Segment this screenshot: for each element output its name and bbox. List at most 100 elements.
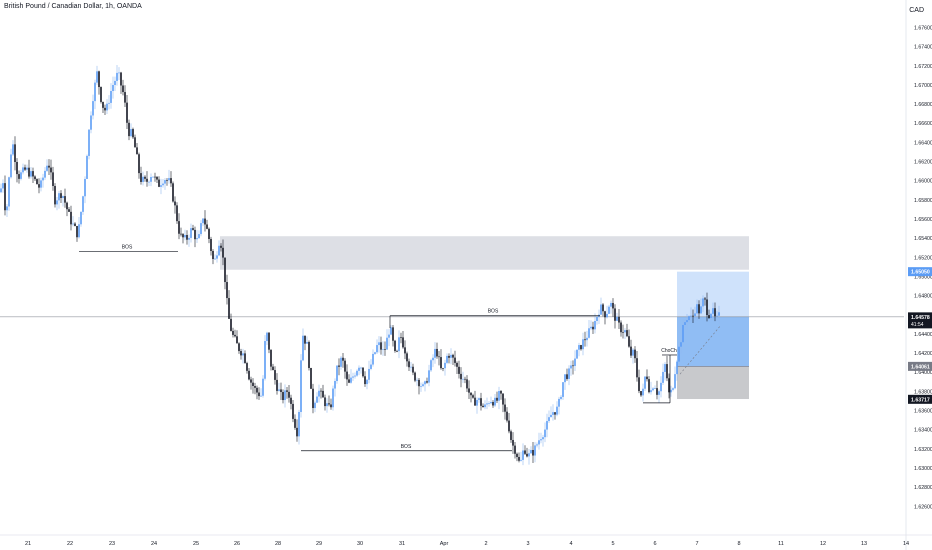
candle[interactable] (418, 379, 420, 387)
candle[interactable] (378, 342, 380, 346)
candle[interactable] (520, 459, 522, 461)
candle[interactable] (362, 367, 364, 377)
candle[interactable] (550, 414, 552, 418)
candle[interactable] (350, 377, 352, 383)
candle[interactable] (290, 397, 292, 404)
candle[interactable] (562, 382, 564, 397)
candle[interactable] (416, 379, 418, 381)
candle[interactable] (564, 374, 566, 383)
candle[interactable] (458, 366, 460, 374)
candle[interactable] (630, 346, 632, 356)
candle[interactable] (74, 223, 76, 226)
candle[interactable] (310, 367, 312, 389)
candle[interactable] (424, 381, 426, 385)
candle[interactable] (338, 365, 340, 367)
candle[interactable] (340, 357, 342, 367)
candle[interactable] (104, 107, 106, 111)
candle[interactable] (682, 324, 684, 343)
candle[interactable] (464, 378, 466, 380)
candle[interactable] (574, 358, 576, 366)
candle[interactable] (582, 339, 584, 350)
candle[interactable] (184, 234, 186, 238)
candle[interactable] (358, 367, 360, 371)
candle[interactable] (240, 351, 242, 356)
candle[interactable] (138, 154, 140, 174)
candle[interactable] (122, 85, 124, 93)
candle[interactable] (52, 172, 54, 186)
candle[interactable] (172, 183, 174, 202)
candle[interactable] (306, 342, 308, 344)
candle[interactable] (652, 388, 654, 391)
candle[interactable] (620, 322, 622, 333)
candle[interactable] (164, 180, 166, 184)
candle[interactable] (600, 304, 602, 315)
candle[interactable] (246, 363, 248, 371)
candle[interactable] (142, 176, 144, 182)
candle[interactable] (236, 336, 238, 344)
candle[interactable] (660, 382, 662, 392)
candle[interactable] (210, 238, 212, 251)
candle[interactable] (646, 376, 648, 380)
candle[interactable] (522, 450, 524, 460)
candle[interactable] (108, 102, 110, 104)
candle[interactable] (26, 167, 28, 170)
candle[interactable] (356, 370, 358, 376)
candle[interactable] (570, 365, 572, 369)
candle[interactable] (252, 382, 254, 387)
candle[interactable] (498, 391, 500, 401)
candle[interactable] (66, 202, 68, 210)
candle[interactable] (524, 450, 526, 454)
candle[interactable] (506, 411, 508, 421)
candle[interactable] (448, 355, 450, 358)
candle[interactable] (396, 350, 398, 352)
candle[interactable] (286, 390, 288, 392)
candle[interactable] (156, 176, 158, 180)
candle[interactable] (700, 306, 702, 314)
candle[interactable] (366, 379, 368, 385)
candle[interactable] (188, 237, 190, 240)
candle[interactable] (80, 211, 82, 225)
candle[interactable] (392, 327, 394, 341)
candle[interactable] (222, 247, 224, 258)
candle[interactable] (444, 362, 446, 369)
candle[interactable] (462, 378, 464, 380)
candle[interactable] (688, 316, 690, 321)
candle[interactable] (676, 361, 678, 375)
candle[interactable] (518, 456, 520, 461)
candle[interactable] (206, 224, 208, 229)
candle[interactable] (670, 389, 672, 393)
candle[interactable] (658, 391, 660, 395)
candle[interactable] (422, 384, 424, 387)
candle[interactable] (374, 352, 376, 354)
candle[interactable] (552, 412, 554, 415)
candle[interactable] (256, 387, 258, 393)
candle[interactable] (274, 370, 276, 380)
candle[interactable] (440, 357, 442, 369)
candle[interactable] (238, 343, 240, 352)
candle[interactable] (38, 184, 40, 188)
candle[interactable] (592, 326, 594, 330)
candle[interactable] (326, 403, 328, 407)
candle[interactable] (200, 223, 202, 235)
candle[interactable] (612, 302, 614, 309)
candle[interactable] (718, 312, 720, 316)
candle[interactable] (116, 72, 118, 81)
candle[interactable] (2, 183, 4, 189)
candle[interactable] (10, 154, 12, 178)
candle[interactable] (446, 355, 448, 363)
candle[interactable] (438, 356, 440, 358)
candle[interactable] (278, 389, 280, 391)
candle[interactable] (192, 228, 194, 230)
candle[interactable] (44, 170, 46, 178)
candle[interactable] (282, 392, 284, 401)
candle[interactable] (656, 388, 658, 395)
candle[interactable] (516, 453, 518, 457)
candle[interactable] (0, 188, 2, 193)
candle[interactable] (266, 332, 268, 342)
candle[interactable] (384, 349, 386, 350)
candle[interactable] (650, 390, 652, 393)
candle[interactable] (544, 429, 546, 438)
candle[interactable] (476, 399, 478, 406)
candle[interactable] (330, 404, 332, 408)
